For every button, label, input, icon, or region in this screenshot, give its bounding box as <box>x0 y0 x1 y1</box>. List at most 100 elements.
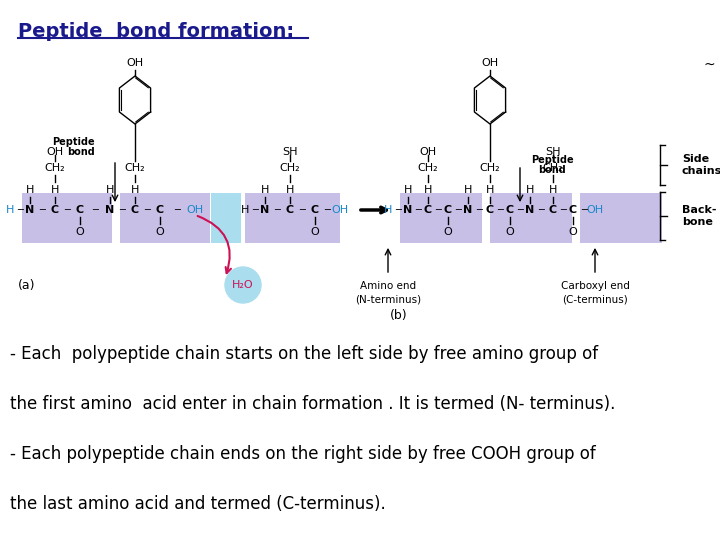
Text: N: N <box>464 205 472 215</box>
Text: H: H <box>261 185 269 195</box>
Text: N: N <box>403 205 413 215</box>
Text: ─: ─ <box>455 205 461 215</box>
Text: SH: SH <box>282 147 298 157</box>
Text: OH: OH <box>186 205 204 215</box>
Text: H: H <box>240 205 249 215</box>
Text: ─: ─ <box>120 205 125 215</box>
Text: C: C <box>76 205 84 215</box>
Text: C: C <box>569 205 577 215</box>
Text: C: C <box>51 205 59 215</box>
Text: H: H <box>526 185 534 195</box>
Text: ─: ─ <box>325 205 330 215</box>
Text: H: H <box>6 205 14 215</box>
Text: SH: SH <box>545 147 561 157</box>
Text: ─: ─ <box>560 205 566 215</box>
Text: ─: ─ <box>17 205 23 215</box>
Text: OH: OH <box>331 205 348 215</box>
Bar <box>490 193 572 243</box>
Text: bone: bone <box>682 217 713 227</box>
Text: CH₂: CH₂ <box>543 163 563 173</box>
Text: OH: OH <box>586 205 603 215</box>
Text: C: C <box>131 205 139 215</box>
Text: - Each polypeptide chain ends on the right side by free COOH group of: - Each polypeptide chain ends on the rig… <box>10 445 595 463</box>
Text: - Each  polypeptide chain starts on the left side by free amino group of: - Each polypeptide chain starts on the l… <box>10 345 598 363</box>
Text: Peptide: Peptide <box>531 155 573 165</box>
Text: ─: ─ <box>40 205 45 215</box>
Text: the first amino  acid enter in chain formation . It is termed (N- terminus).: the first amino acid enter in chain form… <box>10 395 616 413</box>
Text: N: N <box>261 205 269 215</box>
Text: C: C <box>311 205 319 215</box>
Text: N: N <box>526 205 535 215</box>
Bar <box>245 193 340 243</box>
Text: H: H <box>404 185 412 195</box>
Text: C: C <box>506 205 514 215</box>
Text: H: H <box>549 185 557 195</box>
Text: C: C <box>286 205 294 215</box>
Text: Peptide: Peptide <box>53 137 95 147</box>
Text: O: O <box>569 227 577 237</box>
Text: ─: ─ <box>252 205 258 215</box>
Text: OH: OH <box>420 147 436 157</box>
Text: H: H <box>286 185 294 195</box>
Text: bond: bond <box>538 165 566 175</box>
Text: H: H <box>26 185 34 195</box>
Text: the last amino acid and termed (C-terminus).: the last amino acid and termed (C-termin… <box>10 495 386 513</box>
Text: C: C <box>486 205 494 215</box>
Text: chains: chains <box>682 166 720 176</box>
Text: O: O <box>505 227 514 237</box>
Text: ─: ─ <box>476 205 482 215</box>
Text: N: N <box>105 205 114 215</box>
Text: ─: ─ <box>517 205 523 215</box>
Text: N: N <box>25 205 35 215</box>
Text: CH₂: CH₂ <box>45 163 66 173</box>
Bar <box>22 193 112 243</box>
Bar <box>211 193 241 243</box>
Text: CH₂: CH₂ <box>125 163 145 173</box>
Text: (C-terminus): (C-terminus) <box>562 294 628 304</box>
Text: O: O <box>156 227 164 237</box>
Circle shape <box>225 267 261 303</box>
Text: CH₂: CH₂ <box>418 163 438 173</box>
Bar <box>400 193 482 243</box>
Text: H: H <box>106 185 114 195</box>
Text: ─: ─ <box>300 205 305 215</box>
Text: ─: ─ <box>415 205 421 215</box>
Text: Back-: Back- <box>682 205 716 215</box>
Text: OH: OH <box>127 58 143 68</box>
Text: H: H <box>486 185 494 195</box>
Text: O: O <box>310 227 320 237</box>
Text: CH₂: CH₂ <box>480 163 500 173</box>
Text: H: H <box>464 185 472 195</box>
Text: Amino end: Amino end <box>360 281 416 291</box>
Text: ─: ─ <box>65 205 71 215</box>
Text: Peptide  bond formation:: Peptide bond formation: <box>18 22 294 41</box>
Text: ─: ─ <box>435 205 441 215</box>
Text: ─: ─ <box>92 205 98 215</box>
Text: ~: ~ <box>703 58 715 72</box>
Text: H₂O: H₂O <box>232 280 254 290</box>
Bar <box>580 193 662 243</box>
Text: C: C <box>549 205 557 215</box>
Text: C: C <box>156 205 164 215</box>
Text: (a): (a) <box>18 279 35 292</box>
Text: Side: Side <box>682 154 709 164</box>
Text: H: H <box>51 185 59 195</box>
Text: ─: ─ <box>539 205 544 215</box>
Text: ─: ─ <box>497 205 503 215</box>
Text: ─: ─ <box>274 205 280 215</box>
Text: H: H <box>384 205 392 215</box>
Text: ─: ─ <box>145 205 150 215</box>
Text: (b): (b) <box>390 308 408 321</box>
Text: ─: ─ <box>581 205 587 215</box>
Text: O: O <box>76 227 84 237</box>
Text: H: H <box>424 185 432 195</box>
Text: Carboxyl end: Carboxyl end <box>561 281 629 291</box>
Text: O: O <box>444 227 452 237</box>
Text: ─: ─ <box>174 205 181 215</box>
Text: CH₂: CH₂ <box>279 163 300 173</box>
Text: C: C <box>444 205 452 215</box>
Text: H: H <box>131 185 139 195</box>
Text: OH: OH <box>46 147 63 157</box>
Text: (N-terminus): (N-terminus) <box>355 294 421 304</box>
Text: bond: bond <box>67 147 95 157</box>
